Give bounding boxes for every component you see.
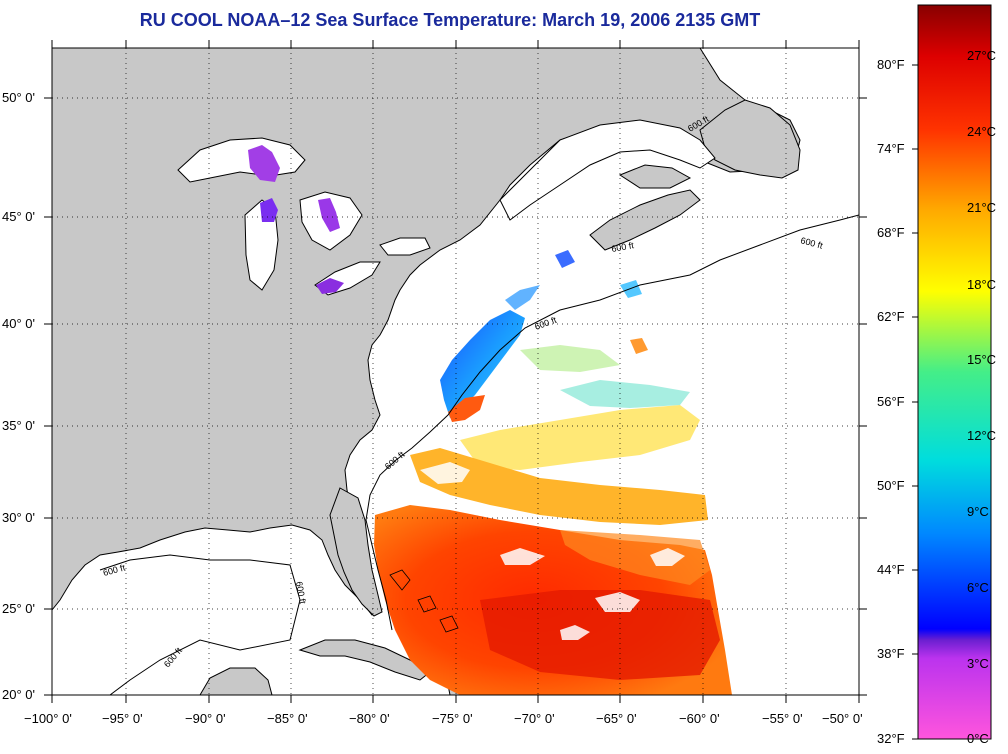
bathymetry-contour (99, 214, 859, 695)
lon-label-65: −65° 0' (596, 711, 637, 726)
lat-label-25: 25° 0' (2, 601, 35, 616)
cloud-gap-4 (650, 548, 685, 566)
lat-label-30: 30° 0' (2, 510, 35, 525)
sst-cold-shelf (440, 310, 525, 418)
lon-label-60: −60° 0' (679, 711, 720, 726)
colorbar-f-label: 56°F (877, 394, 905, 409)
colorbar-c-label: 27°C (967, 48, 997, 63)
colorbar-f-label: 62°F (877, 309, 905, 324)
colorbar-c-label: 0°C (967, 731, 989, 746)
bahamas (389, 569, 459, 633)
cloud-gap-3 (500, 548, 545, 565)
colorbar-f-label: 32°F (877, 731, 905, 746)
colorbar-c-label: 9°C (967, 504, 989, 519)
cloud-gap-5 (560, 625, 590, 640)
colorbar-f-label: 38°F (877, 646, 905, 661)
lat-label-40: 40° 0' (2, 316, 35, 331)
lat-label-35: 35° 0' (2, 418, 35, 433)
lon-label-85: −85° 0' (267, 711, 308, 726)
sst-gulf-stream (410, 448, 708, 525)
lake-ontario (379, 237, 431, 256)
colorbar-c-label: 6°C (967, 580, 989, 595)
colorbar-f-label: 50°F (877, 478, 905, 493)
colorbar-f-label: 80°F (877, 57, 905, 72)
land-newfoundland (699, 99, 801, 179)
lon-label-95: −95° 0' (102, 711, 143, 726)
sst-lake-huron (318, 198, 340, 232)
land-cuba (298, 639, 431, 681)
colorbar-ticks (912, 64, 918, 740)
lon-label-70: −70° 0' (514, 711, 555, 726)
colorbar-c-label: 18°C (967, 277, 997, 292)
sst-lake-erie (316, 278, 344, 294)
colorbar-c-label: 12°C (967, 428, 997, 443)
lat-label-45: 45° 0' (2, 209, 35, 224)
contour-label: 600 ft (611, 240, 635, 254)
gulf-st-lawrence (499, 119, 716, 221)
lon-label-55: −55° 0' (762, 711, 803, 726)
contour-label: 600 ft (294, 581, 308, 605)
lon-label-50: −50° 0' (822, 711, 863, 726)
sst-lake-michigan (260, 198, 278, 222)
sst-mid-3 (520, 345, 620, 372)
sst-gulf-maine (555, 250, 575, 268)
colorbar-f-label: 74°F (877, 141, 905, 156)
sst-gulf-maine-2 (620, 280, 642, 298)
colorbar-c-label: 24°C (967, 124, 997, 139)
land-florida (329, 487, 383, 617)
lat-label-20: 20° 0' (2, 687, 35, 702)
land-pei (618, 164, 692, 189)
lon-label-100: −100° 0' (24, 711, 72, 726)
colorbar (917, 4, 992, 740)
sst-lake-superior (248, 145, 280, 182)
colorbar-c-label: 21°C (967, 200, 997, 215)
colorbar-f-label: 44°F (877, 562, 905, 577)
land-yucatan (199, 667, 273, 695)
lat-label-50: 50° 0' (2, 90, 35, 105)
sst-hatteras (448, 395, 485, 422)
lon-label-75: −75° 0' (432, 711, 473, 726)
colorbar-c-label: 3°C (967, 656, 989, 671)
sst-mid-1 (460, 405, 700, 470)
sst-mid-2 (560, 380, 690, 408)
lon-label-90: −90° 0' (185, 711, 226, 726)
tick-marks (44, 40, 867, 703)
colorbar-c-label: 15°C (967, 352, 997, 367)
land-nova-scotia (589, 189, 701, 251)
cloud-gap-1 (420, 462, 470, 484)
colorbar-f-label: 68°F (877, 225, 905, 240)
sst-subtropics-orange (560, 530, 710, 585)
sst-georges (630, 338, 648, 354)
sst-deep-red (480, 590, 720, 680)
lon-label-80: −80° 0' (349, 711, 390, 726)
map-title: RU COOL NOAA–12 Sea Surface Temperature:… (139, 10, 761, 30)
cloud-gap-2 (595, 592, 640, 612)
sst-cold-shelf-north (505, 285, 540, 310)
